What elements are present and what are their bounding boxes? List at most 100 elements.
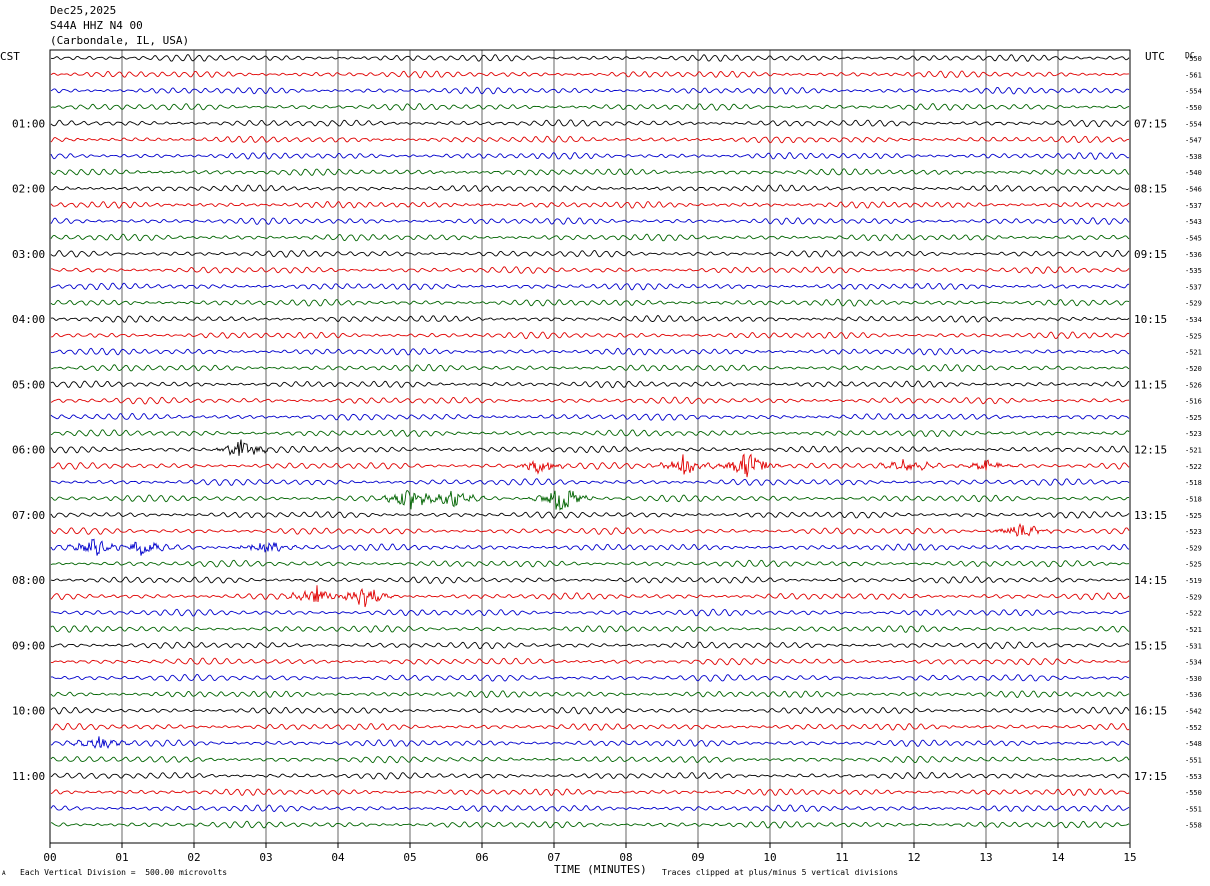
trace-row [50,396,1130,405]
trace-row [50,152,1130,160]
x-tick-label: 03 [259,851,272,864]
dc-offset-label: -551 [1185,805,1202,813]
x-tick-label: 09 [691,851,704,864]
cst-hour-label: 03:00 [12,248,45,261]
trace-row [50,53,1130,62]
trace-row [50,429,1130,438]
trace-row [50,625,1130,633]
cst-hour-label: 05:00 [12,378,45,391]
utc-hour-label: 12:15 [1134,444,1167,457]
dc-offset-label: -521 [1185,447,1202,455]
right-axis-label: UTC [1145,50,1165,63]
trace-row [50,119,1130,128]
trace-row [50,217,1130,226]
dc-offset-label: -521 [1185,626,1202,634]
dc-offset-label: -522 [1185,463,1202,471]
station-code: S44A HHZ N4 00 [50,19,143,32]
trace-row [50,282,1130,291]
x-tick-label: 13 [979,851,992,864]
trace-row [50,804,1130,813]
dc-offset-label: -550 [1185,55,1202,63]
x-axis-title: TIME (MINUTES) [554,863,647,876]
trace-row [50,820,1130,829]
dc-offset-label: -538 [1185,153,1202,161]
dc-offset-label: -519 [1185,577,1202,585]
trace-row [50,706,1130,715]
utc-hour-label: 17:15 [1134,770,1167,783]
dc-offset-label: -545 [1185,234,1202,242]
trace-row [50,722,1130,731]
dc-offset-label: -523 [1185,430,1202,438]
x-tick-label: 15 [1123,851,1136,864]
trace-row [50,135,1130,144]
trace-row [51,266,1130,274]
trace-row [50,233,1130,242]
trace-row [50,489,1130,511]
x-tick-label: 08 [619,851,632,864]
trace-row [50,439,1130,456]
plot-date: Dec25,2025 [50,4,117,17]
trace-row [50,788,1130,797]
dc-offset-label: -525 [1185,414,1202,422]
dc-offset-label: -529 [1185,300,1202,308]
dc-offset-label: -534 [1185,316,1202,324]
utc-hour-label: 07:15 [1134,117,1167,130]
cst-hour-label: 09:00 [12,639,45,652]
dc-offset-label: -516 [1185,398,1202,406]
utc-hour-label: 15:15 [1134,639,1167,652]
dc-offset-label: -534 [1185,659,1202,667]
trace-row [50,314,1130,323]
trace-row [50,70,1130,79]
trace-row [50,86,1130,95]
dc-offset-label: -537 [1185,202,1202,210]
trace-row [50,250,1130,258]
corner-mark: A [2,870,6,877]
dc-offset-label: -543 [1185,218,1202,226]
trace-row [50,331,1130,340]
x-tick-label: 10 [763,851,776,864]
utc-hour-label: 13:15 [1134,509,1167,522]
trace-row [50,298,1130,307]
dc-offset-label: -525 [1185,512,1202,520]
dc-offset-label: -550 [1185,789,1202,797]
dc-offset-label: -553 [1185,773,1202,781]
trace-row [50,511,1130,519]
trace-row [50,771,1130,780]
dc-offset-label: -561 [1185,71,1202,79]
cst-hour-label: 01:00 [12,117,45,130]
trace-row [50,103,1130,111]
cst-hour-label: 10:00 [12,705,45,718]
x-tick-label: 02 [187,851,200,864]
dc-offset-label: -536 [1185,691,1202,699]
dc-offset-label: -546 [1185,186,1202,194]
cst-hour-label: 02:00 [12,183,45,196]
dc-offset-label: -530 [1185,675,1202,683]
trace-row [50,200,1130,209]
utc-hour-label: 09:15 [1134,248,1167,261]
dc-offset-label: -518 [1185,495,1202,503]
dc-offset-label: -523 [1185,528,1202,536]
utc-hour-label: 08:15 [1134,183,1167,196]
utc-hour-label: 14:15 [1134,574,1167,587]
trace-row [50,559,1129,568]
dc-offset-label: -551 [1185,756,1202,764]
x-tick-label: 07 [547,851,560,864]
cst-hour-label: 04:00 [12,313,45,326]
dc-offset-label: -554 [1185,88,1202,96]
dc-offset-label: -548 [1185,740,1202,748]
trace-row [50,755,1130,764]
dc-offset-label: -535 [1185,267,1202,275]
trace-row [50,641,1130,650]
dc-column-label: DC [1185,51,1195,60]
x-tick-label: 04 [331,851,345,864]
dc-offset-label: -531 [1185,642,1202,650]
dc-offset-label: -552 [1185,724,1202,732]
trace-row [50,478,1130,486]
cst-hour-label: 08:00 [12,574,45,587]
dc-offset-label: -529 [1185,544,1202,552]
dc-offset-label: -529 [1185,593,1202,601]
trace-row [50,184,1130,192]
left-axis-label: CST [0,50,20,63]
station-location: (Carbondale, IL, USA) [50,34,190,47]
